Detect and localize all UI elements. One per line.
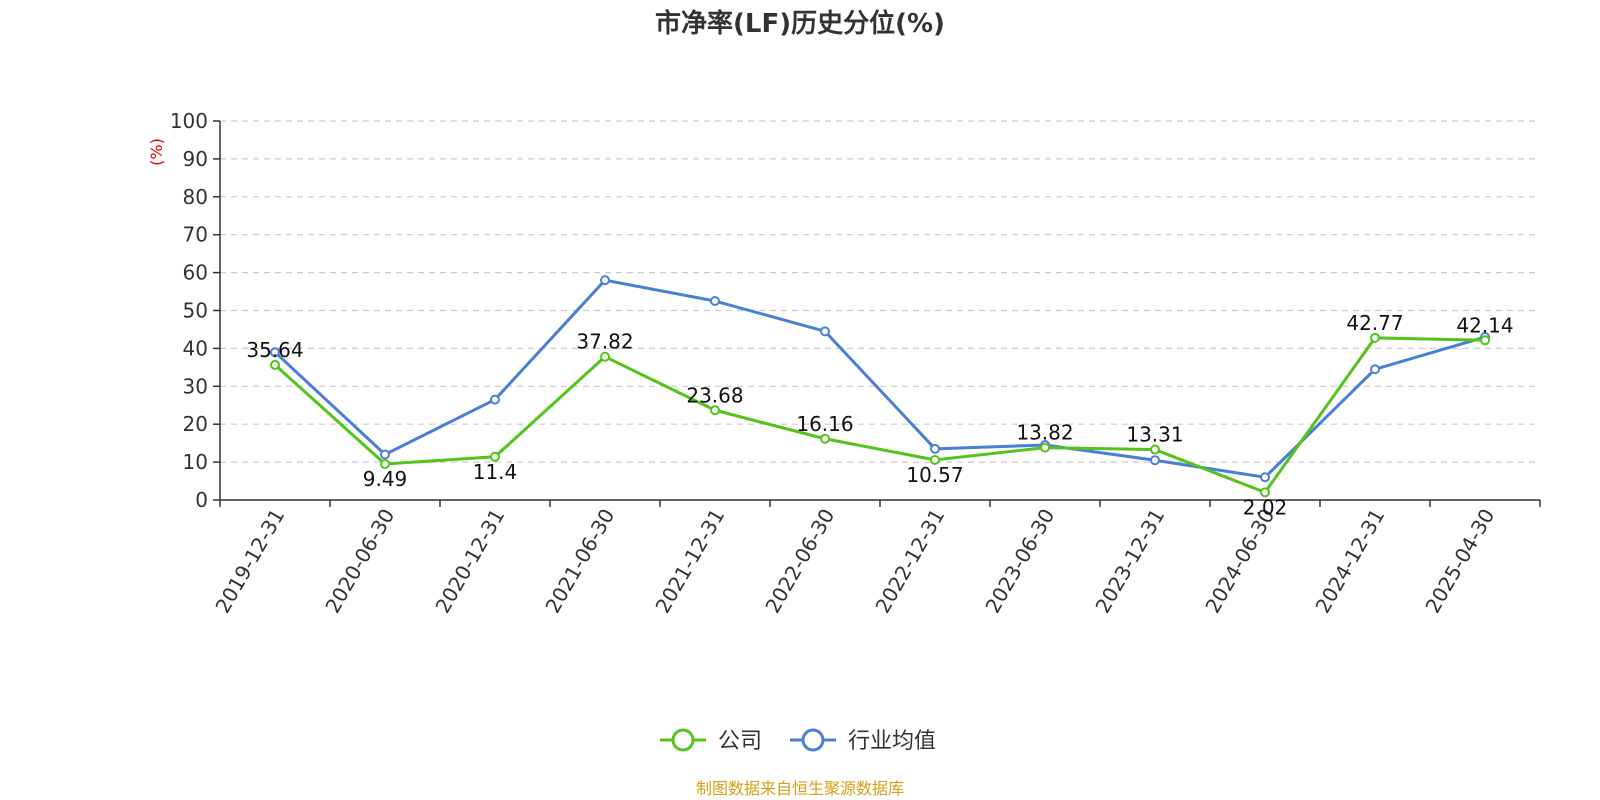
series-line-0 (273, 336, 1486, 494)
x-tick-label-6: 2022-12-31 (870, 505, 949, 618)
point-s0-11 (1480, 335, 1490, 346)
point-s1-9 (1260, 472, 1270, 483)
point-s0-7 (1040, 442, 1050, 453)
point-s0-2 (490, 451, 500, 462)
point-s1-5 (820, 326, 830, 337)
grid-lines (220, 120, 1540, 463)
x-tick-label-3: 2021-06-30 (540, 505, 619, 618)
series-line-1 (273, 278, 1486, 479)
legend-item-industry-average[interactable]: 行业均值 (790, 728, 936, 754)
point-s0-6 (930, 454, 940, 465)
point-s0-9 (1260, 487, 1270, 498)
data-labels: 35.64 9.49 11.4 37.82 23.68 16.16 10.57 13.82 13… (246, 311, 1513, 519)
x-tick-label-1: 2020-06-30 (320, 505, 399, 618)
data-label-7: 13.82 (1016, 421, 1073, 445)
point-s1-6 (930, 443, 940, 454)
x-tick-label-2: 2020-12-31 (430, 505, 509, 618)
y-tick-label-30: 30 (183, 374, 208, 398)
legend-item-company[interactable]: 公司 (660, 728, 762, 754)
y-tick-label-40: 40 (183, 336, 208, 360)
series-lines (273, 278, 1486, 494)
y-tick-label-20: 20 (183, 412, 208, 436)
data-label-8: 13.31 (1126, 423, 1183, 447)
data-source-footer: 制图数据来自恒生聚源数据库 (696, 779, 904, 798)
point-s0-1 (380, 459, 390, 470)
point-s0-5 (820, 433, 830, 444)
x-tick-labels: 2019-12-31 2020-06-30 2020-12-31 2021-06-30… (210, 505, 1499, 618)
x-tick-label-0: 2019-12-31 (210, 505, 289, 618)
y-tick-label-50: 50 (183, 299, 208, 323)
axes (213, 120, 1541, 507)
x-tick-label-7: 2023-06-30 (980, 505, 1059, 618)
x-tick-label-10: 2024-12-31 (1310, 505, 1389, 618)
x-tick-label-11: 2025-04-30 (1420, 505, 1499, 618)
point-s1-3 (600, 275, 610, 286)
data-label-9: 2.02 (1243, 495, 1288, 519)
y-tick-label-60: 60 (183, 261, 208, 285)
point-s0-3 (600, 351, 610, 362)
y-tick-label-80: 80 (183, 185, 208, 209)
legend[interactable]: 公司 行业均值 (660, 728, 936, 754)
point-s1-10 (1370, 364, 1380, 375)
data-label-10: 42.77 (1346, 311, 1403, 335)
x-tick-label-8: 2023-12-31 (1090, 505, 1169, 618)
data-label-1: 9.49 (363, 467, 408, 491)
legend-industry-marker (801, 728, 825, 752)
data-label-4: 23.68 (686, 383, 743, 407)
point-s1-8 (1150, 455, 1160, 466)
series-points (270, 275, 1490, 498)
data-label-3: 37.82 (576, 330, 633, 354)
point-s1-0 (270, 347, 280, 358)
point-s1-4 (710, 296, 720, 307)
point-s0-8 (1150, 444, 1160, 455)
data-label-0: 35.64 (246, 338, 303, 362)
point-s1-2 (490, 394, 500, 405)
x-tick-label-4: 2021-12-31 (650, 505, 729, 618)
y-tick-label-10: 10 (183, 450, 208, 474)
x-tick-label-9: 2024-06-30 (1200, 505, 1279, 618)
y-tick-label-100: 100 (170, 109, 208, 133)
y-tick-label-70: 70 (183, 223, 208, 247)
point-s1-1 (380, 449, 390, 460)
point-s0-0 (270, 359, 280, 370)
chart-title: 市净率(LF)历史分位(%) (655, 8, 945, 39)
data-label-6: 10.57 (906, 463, 963, 487)
data-label-11: 42.14 (1456, 313, 1513, 337)
data-label-5: 16.16 (796, 412, 853, 436)
y-tick-label-90: 90 (183, 147, 208, 171)
data-label-2: 11.4 (473, 460, 518, 484)
legend-company-label: 公司 (718, 729, 762, 754)
y-tick-labels: 0 10 20 30 40 50 60 70 80 90 100 (170, 109, 208, 512)
y-unit-label: (%) (147, 138, 166, 166)
legend-industry-label: 行业均值 (848, 729, 936, 754)
y-tick-label-0: 0 (195, 488, 208, 512)
x-tick-label-5: 2022-06-30 (760, 505, 839, 618)
legend-company-marker (671, 728, 695, 752)
point-s0-4 (710, 405, 720, 416)
point-s0-10 (1370, 332, 1380, 343)
